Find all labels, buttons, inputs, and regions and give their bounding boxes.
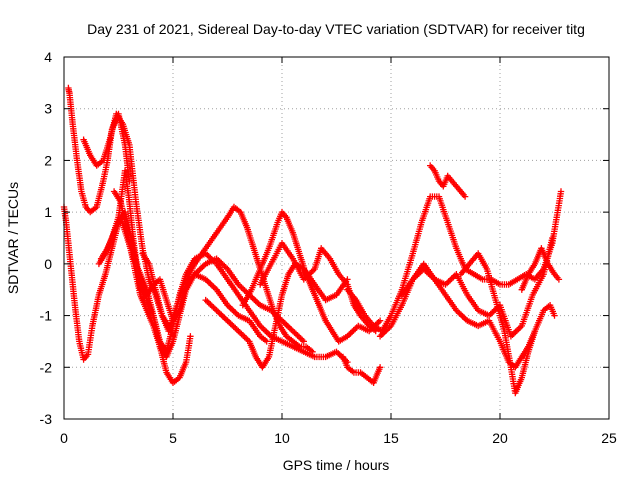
series-markers — [139, 203, 316, 355]
series-track-7 — [137, 276, 194, 386]
series-track-8 — [139, 203, 316, 355]
y-tick-label: 0 — [44, 256, 52, 272]
x-axis-label: GPS time / hours — [283, 457, 390, 473]
series-track-10 — [239, 208, 384, 345]
y-tick-label: -3 — [40, 411, 53, 427]
series-markers — [65, 84, 133, 216]
y-tick-label: 1 — [44, 204, 52, 220]
x-tick-label: 0 — [60, 430, 68, 446]
y-axis-label: SDTVAR / TECUs — [5, 182, 21, 294]
series-track-12 — [339, 353, 384, 386]
y-tick-label: -1 — [40, 308, 53, 324]
y-tick-label: 3 — [44, 101, 52, 117]
x-tick-label: 20 — [492, 430, 508, 446]
y-tick-label: 2 — [44, 152, 52, 168]
series-markers — [339, 353, 384, 386]
axis-ticks: 0 5 10 15 20 25 -3 -2 -1 0 1 2 3 4 — [40, 49, 617, 446]
series-track-18 — [518, 245, 563, 293]
x-tick-label: 10 — [274, 430, 290, 446]
series-markers — [427, 162, 469, 200]
data-series — [60, 84, 565, 397]
series-markers — [239, 208, 384, 345]
chart-title: Day 231 of 2021, Sidereal Day-to-day VTE… — [87, 21, 585, 37]
series-track-17 — [457, 250, 558, 397]
series-track-9 — [202, 260, 351, 371]
x-tick-label: 5 — [169, 430, 177, 446]
series-markers — [95, 167, 270, 345]
y-tick-label: 4 — [44, 49, 52, 65]
x-tick-label: 15 — [383, 430, 399, 446]
series-markers — [344, 188, 565, 335]
series-line — [401, 268, 536, 368]
y-tick-label: -2 — [40, 359, 53, 375]
series-track-13 — [344, 188, 565, 335]
series-track-2 — [65, 84, 133, 216]
series-markers — [137, 276, 194, 386]
grid-lines — [64, 57, 609, 419]
series-markers — [457, 250, 558, 397]
series-track-4 — [95, 167, 270, 345]
series-track-16 — [427, 162, 469, 200]
plot-frame — [63, 56, 610, 420]
x-tick-label: 25 — [601, 430, 617, 446]
series-markers — [518, 245, 563, 293]
